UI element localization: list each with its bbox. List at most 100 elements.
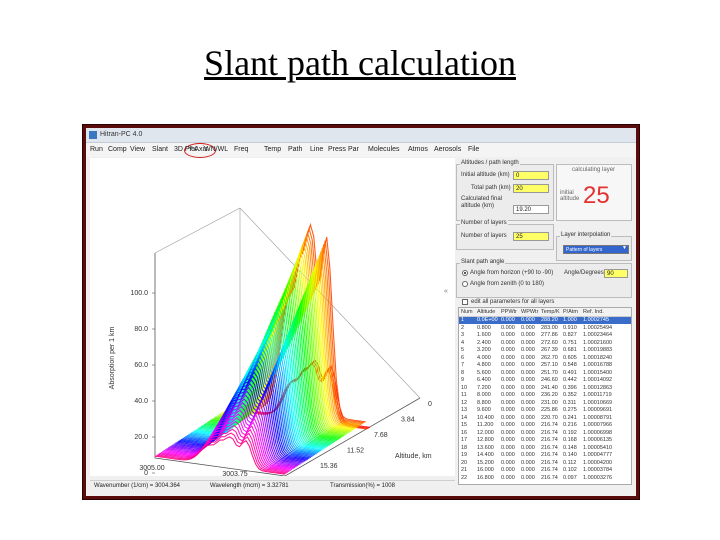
table-cell: 1.00008791	[583, 414, 613, 421]
menu-item-path[interactable]: Path	[288, 146, 303, 153]
table-cell: 1.00006135	[583, 437, 613, 443]
table-cell: 0.241	[563, 414, 577, 421]
table-cell: 15	[461, 422, 468, 428]
table-cell: 257.10	[541, 362, 558, 368]
3d-absorption-plot[interactable]: 100.0 80.0 60.0 40.0 20.0 0 Absorption per 1 k…	[90, 158, 455, 476]
table-row[interactable]: 11 8.000 0.000 0.000 236.20 0.352 1.00011719	[459, 392, 631, 399]
table-row[interactable]: 16 12.000 0.000 0.000 216.74 0.192 1.00006998	[459, 430, 631, 437]
table-cell: 0.000	[521, 437, 535, 443]
menu-item-view[interactable]: View	[130, 146, 146, 153]
table-cell: 22	[461, 474, 468, 481]
table-row[interactable]: 1 0.0E+00 0.000 0.000 288.20 1.000 1.0002745	[459, 317, 631, 324]
menu-item-3d-plot[interactable]: 3D Plot	[174, 146, 197, 153]
angle-input[interactable]: 90	[604, 269, 628, 278]
plot-area[interactable]: 100.0 80.0 60.0 40.0 20.0 0 Absorption per 1 k…	[90, 158, 455, 476]
menu-item-freq[interactable]: Freq	[234, 146, 249, 153]
table-cell: 1.00005410	[583, 444, 613, 451]
table-cell: 11.200	[477, 422, 494, 428]
menu-item-slant[interactable]: Slant	[152, 146, 168, 153]
column-header[interactable]: Temp/K	[541, 309, 560, 315]
table-cell: 0.000	[501, 384, 515, 391]
table-row[interactable]: 7 4.800 0.000 0.000 257.10 0.548 1.00016788	[459, 362, 631, 369]
column-header[interactable]: Altitude	[477, 309, 496, 315]
menu-item-molecules[interactable]: Molecules	[368, 146, 400, 153]
table-cell: 1.00009691	[583, 407, 613, 413]
table-cell: 17	[461, 437, 468, 443]
table-row[interactable]: 6 4.000 0.000 0.000 262.70 0.605 1.00018240	[459, 355, 631, 362]
table-row[interactable]: 3 1.600 0.000 0.000 277.86 0.827 1.00023464	[459, 332, 631, 339]
table-cell: 0.548	[563, 362, 577, 368]
table-row[interactable]: 10 7.200 0.000 0.000 241.40 0.396 1.00012863	[459, 385, 631, 392]
y-tick-label: 20.0	[134, 434, 148, 441]
window-titlebar: Hitran-PC 4.0	[86, 128, 636, 143]
layers-input[interactable]: 25	[513, 232, 549, 241]
menu-item-comp[interactable]: Comp	[108, 146, 127, 153]
table-cell: 246.60	[541, 377, 558, 383]
table-cell: 0.000	[521, 339, 535, 346]
table-cell: 0.491	[563, 369, 577, 376]
table-row[interactable]: 2 0.800 0.000 0.000 283.00 0.910 1.00025494	[459, 325, 631, 332]
table-cell: 20	[461, 459, 468, 466]
table-cell: 0.000	[521, 414, 535, 421]
table-row[interactable]: 22 16.800 0.000 0.000 216.74 0.097 1.00003276	[459, 475, 631, 482]
table-row[interactable]: 5 3.200 0.000 0.000 267.39 0.681 1.00019883	[459, 347, 631, 354]
x-tick-label: 3005.00	[139, 465, 164, 472]
menu-item-atmos[interactable]: Atmos	[408, 146, 428, 153]
table-row[interactable]: 8 5.600 0.000 0.000 251.70 0.491 1.00015400	[459, 370, 631, 377]
y-tick-label: 60.0	[134, 362, 148, 369]
table-cell: 12.000	[477, 429, 494, 436]
table-row[interactable]: 12 8.800 0.000 0.000 231.00 0.311 1.00010669	[459, 400, 631, 407]
column-header[interactable]: Num	[461, 309, 473, 315]
chevron-down-icon[interactable]: ▼	[622, 245, 627, 251]
menu-item-file[interactable]: File	[468, 146, 480, 153]
z-axis-label: Altitude, km	[395, 453, 432, 460]
table-cell: 0.000	[501, 444, 515, 451]
table-cell: 0.102	[563, 467, 577, 473]
radio-zenith[interactable]	[462, 281, 468, 287]
column-header[interactable]: Ref. Ind.	[583, 309, 604, 315]
table-cell: 267.39	[541, 347, 558, 353]
column-header[interactable]: WPWtr	[521, 309, 539, 315]
table-cell: 0.000	[501, 354, 515, 361]
table-cell: 0.000	[521, 354, 535, 361]
initial-altitude-input[interactable]: 0	[513, 171, 549, 180]
table-row[interactable]: 4 2.400 0.000 0.000 272.60 0.751 1.00021600	[459, 340, 631, 347]
menu-item-run[interactable]: Run	[90, 146, 103, 153]
table-cell: 8.000	[477, 392, 491, 398]
menu-item-press[interactable]: Press	[328, 146, 346, 153]
menu-item-line[interactable]: Line	[310, 146, 324, 153]
edit-all-checkbox[interactable]	[462, 299, 468, 305]
table-row[interactable]: 14 10.400 0.000 0.000 220.70 0.241 1.00008791	[459, 415, 631, 422]
table-cell: 0.800	[477, 324, 491, 331]
table-cell: 1.00003784	[583, 467, 613, 473]
layers-table[interactable]: Num Altitude PPWtr WPWtr Temp/K P/Atm Ref. Ind…	[458, 307, 632, 485]
table-row[interactable]: 21 16.000 0.000 0.000 216.74 0.102 1.00003784	[459, 467, 631, 474]
total-path-input[interactable]: 20	[513, 184, 549, 193]
table-cell: 0.148	[563, 444, 577, 451]
table-row[interactable]: 9 6.400 0.000 0.000 246.60 0.442 1.00014092	[459, 377, 631, 384]
menu-item-aerosols[interactable]: Aerosols	[434, 146, 462, 153]
table-cell: 262.70	[541, 354, 558, 361]
table-cell: 277.86	[541, 332, 558, 338]
collapse-arrow-icon[interactable]: «	[444, 288, 448, 295]
interp-select[interactable]: Pattern of layers	[563, 245, 629, 254]
table-row[interactable]: 13 9.600 0.000 0.000 225.86 0.275 1.00009691	[459, 407, 631, 414]
column-header[interactable]: PPWtr	[501, 309, 517, 315]
table-cell: 216.74	[541, 459, 558, 466]
table-row[interactable]: 20 15.200 0.000 0.000 216.74 0.112 1.00004200	[459, 460, 631, 467]
menu-item-wn-wl[interactable]: WN/WL	[204, 146, 229, 153]
surface-curve	[179, 371, 310, 459]
table-row[interactable]: 18 13.600 0.000 0.000 216.74 0.148 1.00005410	[459, 445, 631, 452]
menu-item-temp[interactable]: Temp	[264, 146, 282, 153]
column-header[interactable]: P/Atm	[563, 309, 578, 315]
menu-item-par[interactable]: Par	[348, 146, 359, 153]
table-cell: 0.168	[563, 437, 577, 443]
table-cell: 236.20	[541, 392, 558, 398]
table-row[interactable]: 15 11.200 0.000 0.000 216.74 0.216 1.00007966	[459, 422, 631, 429]
radio-horizon[interactable]	[462, 270, 468, 276]
menu-item-y-axis[interactable]: Y-Axis	[188, 146, 208, 153]
table-row[interactable]: 19 14.400 0.000 0.000 216.74 0.140 1.00004777	[459, 452, 631, 459]
table-cell: 0.000	[501, 377, 515, 383]
table-row[interactable]: 17 12.800 0.000 0.000 216.74 0.168 1.00006135	[459, 437, 631, 444]
table-cell: 1.00012863	[583, 384, 613, 391]
